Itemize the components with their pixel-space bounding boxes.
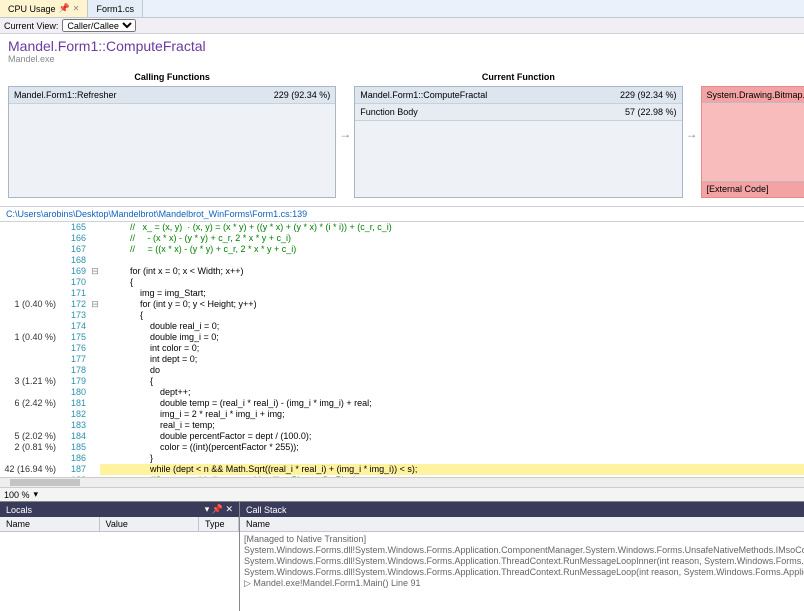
code-line[interactable]: 3 (1.21 %)179 { xyxy=(0,376,804,387)
func-name: Mandel.Form1::ComputeFractal xyxy=(360,90,487,100)
zoom-level: 100 % xyxy=(4,490,30,500)
func-pct: 229 (92.34 %) xyxy=(274,90,331,100)
callstack-title: Call Stack xyxy=(246,505,287,515)
pin-icon: 📌 xyxy=(59,3,70,14)
code-line[interactable]: 169⊟ for (int x = 0; x < Width; x++) xyxy=(0,266,804,277)
tab-label: Form1.cs xyxy=(96,4,134,14)
tab-form1[interactable]: Form1.cs xyxy=(88,0,143,17)
current-box[interactable]: Mandel.Form1::ComputeFractal 229 (92.34 … xyxy=(354,86,682,198)
document-tabs: CPU Usage 📌 ✕ Form1.cs xyxy=(0,0,804,18)
func-name: Mandel.Form1::Refresher xyxy=(14,90,117,100)
func-pct: 229 (92.34 %) xyxy=(620,90,677,100)
arrow-icon: → xyxy=(687,70,697,198)
code-line[interactable]: 174 double real_i = 0; xyxy=(0,321,804,332)
code-line[interactable]: 6 (2.42 %)181 double temp = (real_i * re… xyxy=(0,398,804,409)
callstack-row[interactable]: System.Windows.Forms.dll!System.Windows.… xyxy=(244,556,804,567)
locals-body xyxy=(0,532,239,611)
dropdown-icon[interactable]: ▾ xyxy=(34,489,39,500)
close-icon[interactable]: ✕ xyxy=(73,4,80,13)
callstack-col[interactable]: Name xyxy=(240,517,804,531)
column-header-current: Current Function xyxy=(350,70,686,86)
column-header-called: Called Functions xyxy=(697,70,804,86)
code-line[interactable]: 42 (16.94 %)187 while (dept < n && Math.… xyxy=(0,464,804,475)
view-bar: Current View: Caller/Callee xyxy=(0,18,804,34)
code-line[interactable]: 183 real_i = temp; xyxy=(0,420,804,431)
code-line[interactable]: 177 int dept = 0; xyxy=(0,354,804,365)
callstack-row[interactable]: System.Windows.Forms.dll!System.Windows.… xyxy=(244,567,804,578)
caller-callee-view: Calling Functions Mandel.Form1::Refreshe… xyxy=(0,66,804,206)
code-line[interactable]: 176 int color = 0; xyxy=(0,343,804,354)
code-line[interactable]: 171 img = img_Start; xyxy=(0,288,804,299)
code-line[interactable]: 165 // x_ = (x, y) · (x, y) = (x * y) + … xyxy=(0,222,804,233)
code-line[interactable]: 167 // = ((x * x) - (y * y) + c_r, 2 * x… xyxy=(0,244,804,255)
pin-icon[interactable]: ▾ 📌 xyxy=(205,504,223,514)
view-label: Current View: xyxy=(4,21,58,31)
code-line[interactable]: 1 (0.40 %)175 double img_i = 0; xyxy=(0,332,804,343)
func-body-label: Function Body xyxy=(360,107,418,117)
code-line[interactable]: 170 { xyxy=(0,277,804,288)
callstack-row[interactable]: System.Windows.Forms.dll!System.Windows.… xyxy=(244,545,804,556)
arrow-icon: → xyxy=(340,70,350,198)
callstack-row[interactable]: ▷ Mandel.exe!Mandel.Form1.Main() Line 91 xyxy=(244,578,804,589)
func-name: System.Drawing.Bitmap.SetPixel(Int32, In… xyxy=(707,90,804,100)
calling-box[interactable]: Mandel.Form1::Refresher 229 (92.34 %) xyxy=(8,86,336,198)
view-select[interactable]: Caller/Callee xyxy=(62,19,136,32)
horizontal-scrollbar[interactable] xyxy=(0,477,804,487)
called-box[interactable]: System.Drawing.Bitmap.SetPixel(Int32, In… xyxy=(701,86,804,198)
code-line[interactable]: 166 // - (x * x) - (y * y) + c_r, 2 * x … xyxy=(0,233,804,244)
callstack-row[interactable]: [Managed to Native Transition] xyxy=(244,534,804,545)
source-path[interactable]: C:\Users\arobins\Desktop\Mandelbrot\Mand… xyxy=(0,206,804,221)
code-line[interactable]: 182 img_i = 2 * real_i * img_i + img; xyxy=(0,409,804,420)
bottom-panels: Locals ▾ 📌 ✕ Name Value Type Call Stack … xyxy=(0,501,804,611)
editor-statusbar: 100 % ▾ xyxy=(0,487,804,501)
code-line[interactable]: 178 do xyxy=(0,365,804,376)
code-editor[interactable]: 165 // x_ = (x, y) · (x, y) = (x * y) + … xyxy=(0,221,804,477)
code-line[interactable]: 186 } xyxy=(0,453,804,464)
code-line[interactable]: 168 xyxy=(0,255,804,266)
column-header-calling: Calling Functions xyxy=(4,70,340,86)
locals-columns: Name Value Type xyxy=(0,517,239,532)
func-body-pct: 57 (22.98 %) xyxy=(625,107,677,117)
callstack-body[interactable]: [Managed to Native Transition] System.Wi… xyxy=(240,532,804,611)
page-title: Mandel.Form1::ComputeFractal xyxy=(8,38,804,54)
code-line[interactable]: 180 dept++; xyxy=(0,387,804,398)
ext-label: [External Code] xyxy=(707,184,769,194)
tab-cpu-usage[interactable]: CPU Usage 📌 ✕ xyxy=(0,0,88,17)
code-line[interactable]: 1 (0.40 %)172⊟ for (int y = 0; y < Heigh… xyxy=(0,299,804,310)
code-line[interactable]: 5 (2.02 %)184 double percentFactor = dep… xyxy=(0,431,804,442)
tab-label: CPU Usage xyxy=(8,4,56,14)
code-line[interactable]: 2 (0.81 %)185 color = ((int)(percentFact… xyxy=(0,442,804,453)
locals-title: Locals xyxy=(6,505,32,515)
page-subtitle: Mandel.exe xyxy=(8,54,804,64)
code-line[interactable]: 173 { xyxy=(0,310,804,321)
close-icon[interactable]: ✕ xyxy=(225,504,233,514)
